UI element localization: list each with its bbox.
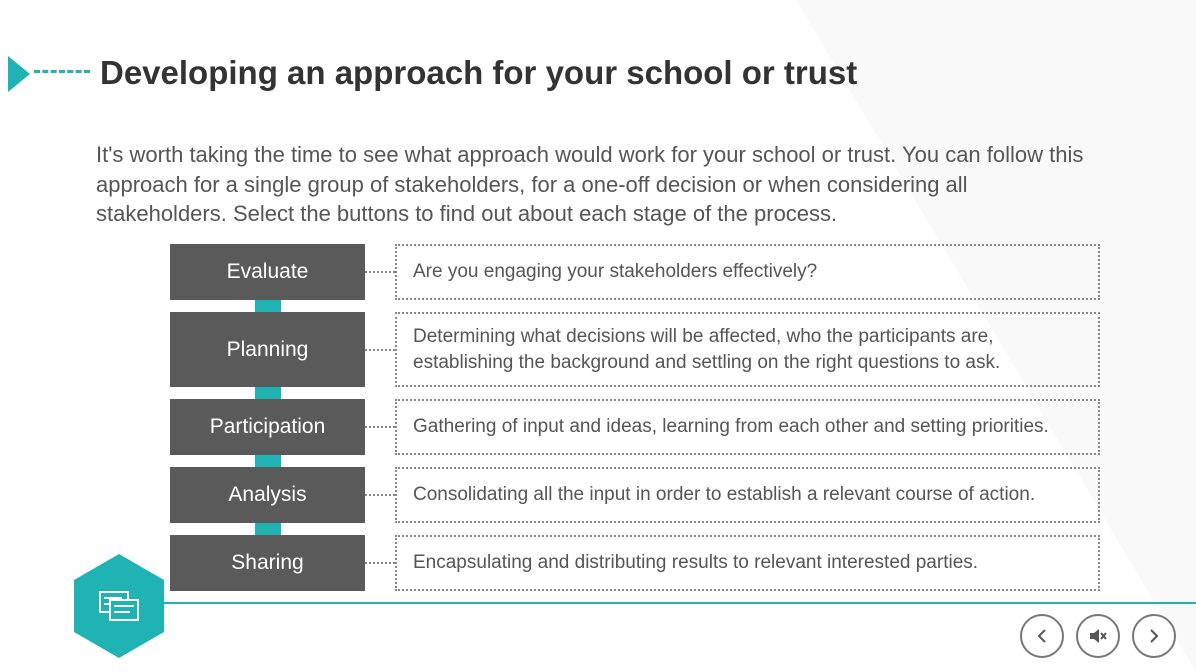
page-title: Developing an approach for your school o… <box>100 54 857 92</box>
intro-paragraph: It's worth taking the time to see what a… <box>96 140 1096 229</box>
stage-description-planning: Determining what decisions will be affec… <box>395 312 1100 387</box>
stage-button-sharing[interactable]: Sharing <box>170 535 365 591</box>
header-dotted-line <box>34 70 90 73</box>
connector-icon <box>365 312 395 387</box>
connector-icon <box>365 399 395 455</box>
stage-button-planning[interactable]: Planning <box>170 312 365 387</box>
stage-row-analysis: Analysis Consolidating all the input in … <box>170 467 1100 523</box>
stage-row-sharing: Sharing Encapsulating and distributing r… <box>170 535 1100 591</box>
stage-description-analysis: Consolidating all the input in order to … <box>395 467 1100 523</box>
stages-list: Evaluate Are you engaging your stakehold… <box>170 244 1100 591</box>
stage-gap <box>170 455 1100 467</box>
stage-gap <box>170 387 1100 399</box>
stage-button-participation[interactable]: Participation <box>170 399 365 455</box>
stage-description-sharing: Encapsulating and distributing results t… <box>395 535 1100 591</box>
connector-icon <box>365 244 395 300</box>
connector-icon <box>365 535 395 591</box>
footer-line <box>126 602 1196 604</box>
connector-icon <box>365 467 395 523</box>
chat-icon <box>96 586 142 626</box>
stage-description-participation: Gathering of input and ideas, learning f… <box>395 399 1100 455</box>
stage-row-participation: Participation Gathering of input and ide… <box>170 399 1100 455</box>
chevron-right-icon <box>1145 627 1163 645</box>
navigation-controls <box>1020 614 1176 658</box>
stage-row-planning: Planning Determining what decisions will… <box>170 312 1100 387</box>
speaker-muted-icon <box>1088 626 1108 646</box>
stage-button-analysis[interactable]: Analysis <box>170 467 365 523</box>
stage-description-evaluate: Are you engaging your stakeholders effec… <box>395 244 1100 300</box>
stage-button-evaluate[interactable]: Evaluate <box>170 244 365 300</box>
header-arrow-icon <box>8 56 30 92</box>
next-button[interactable] <box>1132 614 1176 658</box>
stage-gap <box>170 300 1100 312</box>
chevron-left-icon <box>1033 627 1051 645</box>
hexagon-badge <box>74 554 164 658</box>
mute-button[interactable] <box>1076 614 1120 658</box>
stage-row-evaluate: Evaluate Are you engaging your stakehold… <box>170 244 1100 300</box>
stage-gap <box>170 523 1100 535</box>
prev-button[interactable] <box>1020 614 1064 658</box>
